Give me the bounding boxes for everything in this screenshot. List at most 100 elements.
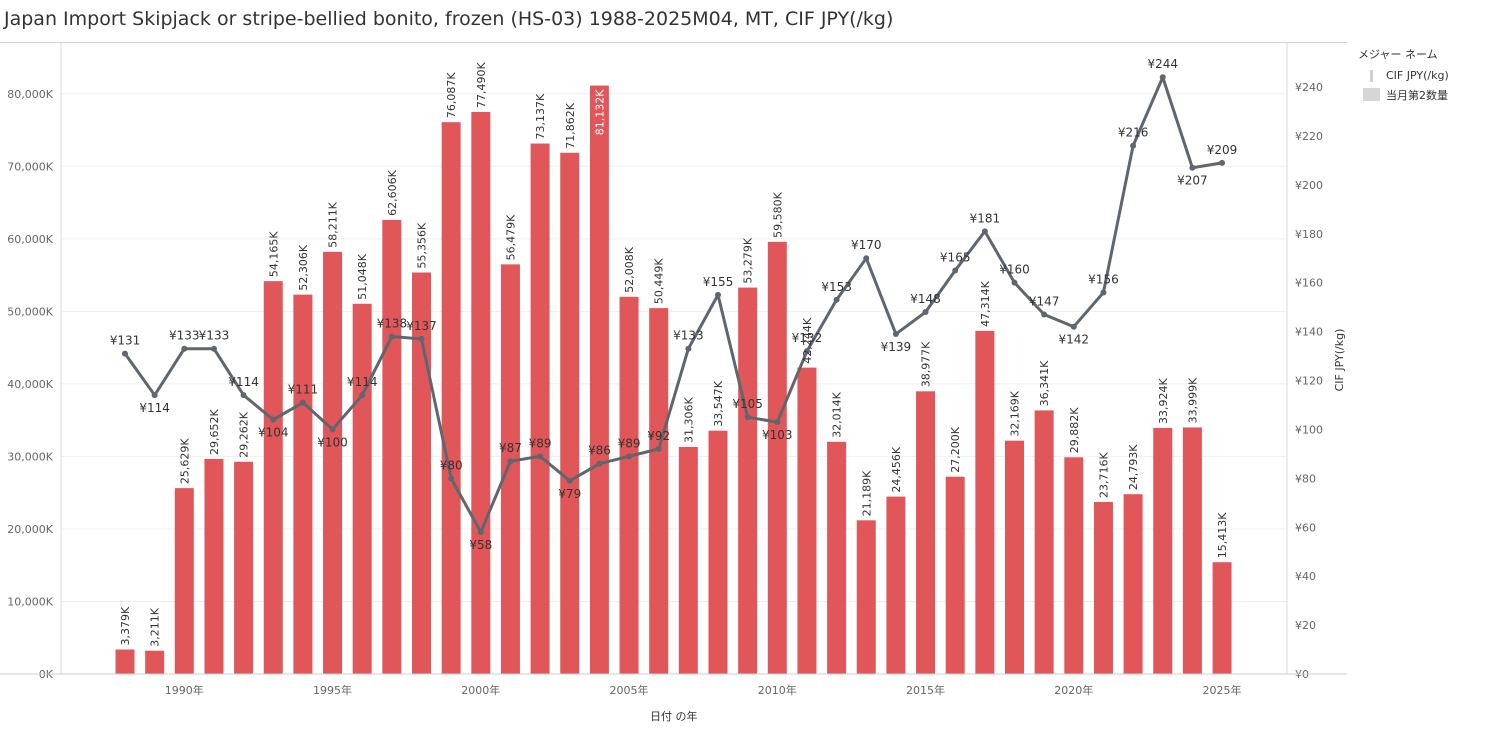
line-value-label: ¥133 — [169, 329, 200, 343]
line-value-label: ¥79 — [558, 487, 581, 501]
bar — [382, 219, 402, 674]
line-value-label: ¥133 — [199, 329, 230, 343]
line-point — [418, 335, 425, 342]
legend-label-line: CIF JPY(/kg) — [1386, 69, 1449, 82]
y-right-tick-label: ¥240 — [1295, 81, 1323, 94]
line-point — [803, 348, 810, 355]
x-tick-label: 2025年 — [1203, 683, 1242, 697]
y-left-tick-label: 30,000K — [7, 450, 53, 463]
line-point — [1011, 279, 1018, 286]
axes: 0K10,000K20,000K30,000K40,000K50,000K60,… — [0, 43, 1347, 697]
line-point — [1130, 142, 1137, 149]
line-point — [151, 392, 158, 399]
bar — [560, 152, 580, 674]
y-right-tick-label: ¥160 — [1295, 277, 1323, 290]
y-right-tick-label: ¥80 — [1295, 472, 1316, 485]
bar — [441, 122, 461, 674]
line-point — [1041, 311, 1048, 318]
bar-value-label: 15,413K — [1216, 512, 1229, 558]
bar — [1212, 562, 1232, 674]
y-right-tick-label: ¥40 — [1295, 570, 1316, 583]
line-value-label: ¥100 — [317, 435, 348, 449]
line-point — [507, 458, 514, 465]
line-point — [359, 392, 366, 399]
bar-value-label: 3,211K — [149, 607, 162, 646]
bar — [827, 441, 847, 674]
bar-value-label: 29,652K — [208, 408, 221, 454]
line-point — [329, 426, 336, 433]
line-value-label: ¥147 — [1029, 294, 1060, 308]
y-right-tick-label: ¥140 — [1295, 326, 1323, 339]
x-tick-label: 2015年 — [906, 683, 945, 697]
bar — [886, 496, 906, 674]
bar-value-label: 25,629K — [178, 438, 191, 484]
line-point — [1159, 74, 1166, 81]
bar-value-label: 31,306K — [682, 396, 695, 442]
x-tick-label: 2010年 — [758, 683, 797, 697]
bar — [234, 461, 254, 674]
y-left-tick-label: 60,000K — [7, 233, 53, 246]
bar — [619, 296, 639, 674]
bar — [204, 458, 224, 674]
x-tick-label: 2020年 — [1054, 683, 1093, 697]
line-value-label: ¥103 — [762, 428, 793, 442]
bar-value-label: 53,279K — [742, 237, 755, 283]
bar — [1093, 501, 1113, 674]
line-point — [537, 453, 544, 460]
legend: メジャー ネーム CIF JPY(/kg) 当月第2数量 — [1358, 46, 1449, 104]
bar-series — [115, 85, 1232, 675]
bar-value-label: 52,008K — [623, 246, 636, 292]
title-divider — [0, 42, 1347, 43]
bar-value-label: 27,200K — [949, 426, 962, 472]
line-value-label: ¥137 — [406, 319, 437, 333]
bar — [145, 650, 165, 674]
line-point — [122, 350, 128, 357]
x-tick-label: 1990年 — [165, 683, 204, 697]
y-right-axis-title: CIF JPY(/kg) — [1333, 329, 1346, 392]
line-value-label: ¥104 — [258, 426, 289, 440]
line-point — [388, 333, 395, 340]
line-point — [566, 477, 573, 484]
x-axis-title: 日付 の年 — [650, 710, 698, 723]
line-point — [210, 345, 217, 352]
bar-value-label: 71,862K — [564, 102, 577, 148]
line-value-label: ¥133 — [673, 329, 704, 343]
bar-value-label: 32,169K — [1009, 390, 1022, 436]
line-point — [1189, 164, 1196, 171]
line-point — [1070, 323, 1077, 330]
y-right-tick-label: ¥60 — [1295, 521, 1316, 534]
bar-value-label: 54,165K — [267, 231, 280, 277]
bar-value-label: 23,716K — [1097, 452, 1110, 498]
line-value-label: ¥92 — [647, 429, 670, 443]
bar — [323, 251, 343, 674]
line-value-label: ¥170 — [851, 238, 882, 252]
line-value-label: ¥132 — [792, 331, 823, 345]
bar — [708, 430, 728, 674]
bar — [1153, 427, 1173, 674]
y-right-tick-label: ¥100 — [1295, 423, 1323, 436]
line-point — [833, 296, 840, 303]
bar — [530, 143, 550, 675]
bar — [856, 520, 876, 674]
bar — [293, 294, 313, 674]
bar-value-label: 38,977K — [920, 341, 933, 387]
line-value-label: ¥80 — [440, 458, 463, 472]
bar-value-label: 33,547K — [712, 380, 725, 426]
line-value-label: ¥114 — [347, 375, 378, 389]
legend-item-bar[interactable]: 当月第2数量 — [1358, 85, 1449, 104]
bar-value-label: 76,087K — [445, 72, 458, 118]
bar — [738, 287, 758, 674]
bar — [1064, 457, 1084, 674]
line-point — [626, 453, 633, 460]
line-value-label: ¥89 — [529, 436, 552, 450]
y-left-tick-label: 50,000K — [7, 305, 53, 318]
bar — [589, 85, 609, 674]
bar-value-label: 24,456K — [890, 446, 903, 492]
chart-title: Japan Import Skipjack or stripe-bellied … — [4, 8, 894, 30]
bar — [649, 308, 669, 674]
y-left-tick-label: 20,000K — [7, 523, 53, 536]
line-value-label: ¥111 — [288, 383, 319, 397]
bar — [1123, 494, 1143, 674]
legend-item-line[interactable]: CIF JPY(/kg) — [1358, 66, 1449, 85]
